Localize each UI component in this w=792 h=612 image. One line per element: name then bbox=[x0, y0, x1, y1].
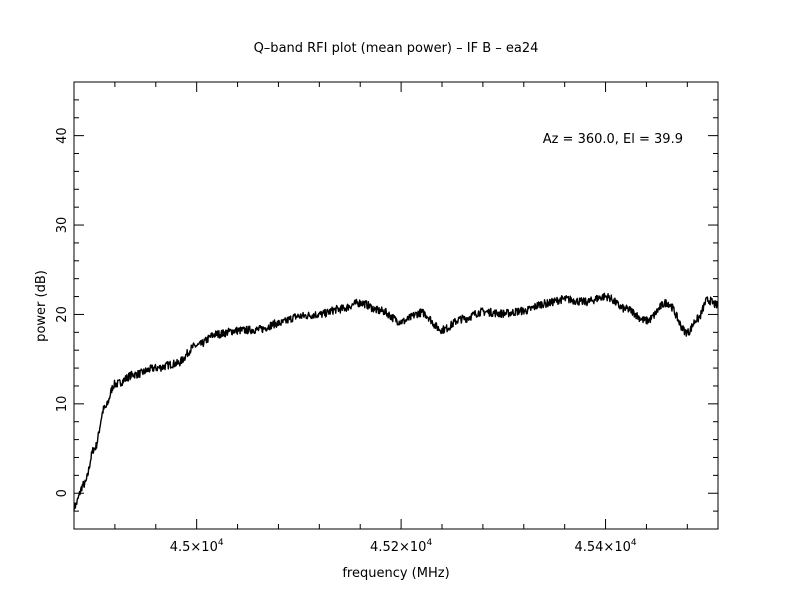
chart-title: Q–band RFI plot (mean power) – IF B – ea… bbox=[254, 41, 539, 56]
power-series-line bbox=[73, 292, 719, 511]
x-tick-labels: 4.5×104 4.52×104 4.54×104 bbox=[170, 538, 637, 555]
x-tick-label: 4.5×104 bbox=[170, 538, 224, 555]
y-tick-labels: 0 10 20 30 40 bbox=[55, 127, 70, 497]
y-tick-label: 30 bbox=[55, 217, 70, 234]
y-tick-label: 40 bbox=[55, 127, 70, 144]
axis-ticks bbox=[73, 82, 718, 529]
y-axis-label: power (dB) bbox=[34, 270, 49, 342]
y-tick-label: 0 bbox=[55, 489, 70, 497]
pointing-annotation: Az = 360.0, El = 39.9 bbox=[543, 132, 683, 147]
y-tick-label: 10 bbox=[55, 396, 70, 413]
x-tick-label: 4.54×104 bbox=[574, 538, 636, 555]
y-tick-label: 20 bbox=[55, 306, 70, 323]
x-axis-label: frequency (MHz) bbox=[342, 566, 449, 581]
x-tick-label: 4.52×104 bbox=[370, 538, 432, 555]
